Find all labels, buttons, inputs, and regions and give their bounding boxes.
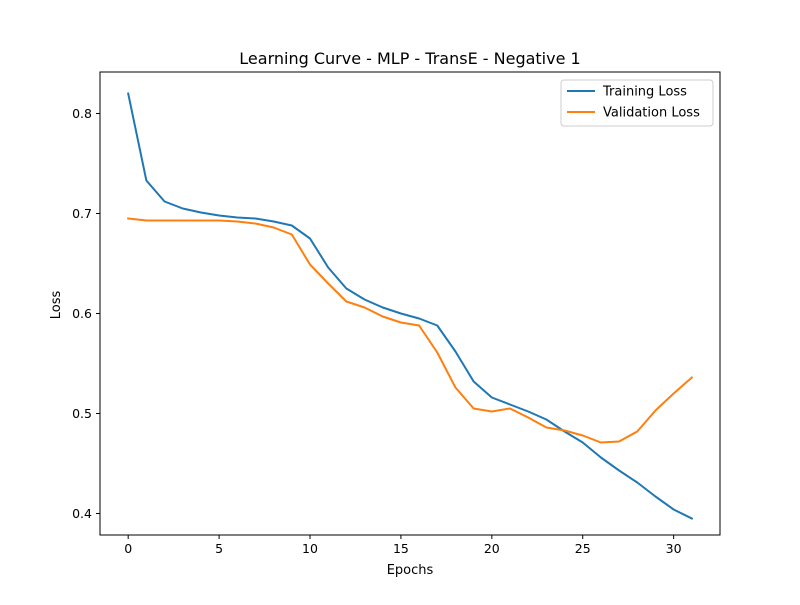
x-tick-label: 25 — [575, 541, 591, 556]
y-tick-label: 0.6 — [72, 306, 92, 321]
axes-frame — [99, 71, 721, 536]
x-tick-label: 0 — [124, 541, 132, 556]
y-tick-label: 0.8 — [72, 106, 92, 121]
legend-box — [560, 79, 714, 127]
x-tick-label: 15 — [393, 541, 409, 556]
legend: Training Loss Validation Loss — [560, 79, 714, 127]
series-line-validation-loss — [127, 217, 694, 444]
y-tick-label: 0.4 — [72, 506, 92, 521]
y-tick-label: 0.7 — [72, 206, 92, 221]
legend-label-validation-loss: Validation Loss — [603, 106, 700, 121]
chart-title: Learning Curve - MLP - TransE - Negative… — [239, 49, 580, 68]
x-tick-label: 10 — [302, 541, 318, 556]
y-tick-label: 0.5 — [72, 406, 92, 421]
plot-area: 0 5 10 15 20 25 30 0.4 0.5 0.6 0.7 0.8 — [72, 71, 721, 556]
x-tick-label: 30 — [666, 541, 682, 556]
x-axis-label: Epochs — [387, 563, 434, 578]
x-tick-label: 20 — [484, 541, 500, 556]
x-tick-label: 5 — [215, 541, 223, 556]
series-line-training-loss — [126, 92, 694, 520]
legend-label-training-loss: Training Loss — [602, 85, 687, 100]
y-axis-label: Loss — [49, 291, 64, 320]
